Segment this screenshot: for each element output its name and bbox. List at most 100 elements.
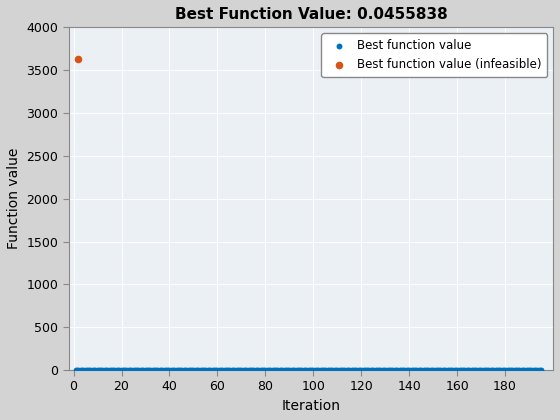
Best function value [251,367,260,373]
Best function value [242,367,251,373]
Best function value [148,367,157,373]
Best function value [203,367,212,373]
Best function value [510,367,519,373]
Best function value [201,367,210,373]
Best function value [256,367,265,373]
Best function value [532,367,541,373]
Best function value [311,367,320,373]
Best function value [184,367,193,373]
Best function value [354,367,363,373]
Best function value [462,367,471,373]
Best function value [398,367,407,373]
Best function value [129,367,138,373]
Best function value [222,367,231,373]
Best function value [409,367,418,373]
Best function value [91,367,100,373]
Best function value [383,367,392,373]
Best function value [273,367,282,373]
Best function value [179,367,188,373]
Best function value (infeasible) [74,56,83,63]
Best function value [134,367,143,373]
Best function value [208,367,217,373]
Best function value [321,367,330,373]
Best function value [295,367,304,373]
Best function value [482,367,491,373]
Best function value [218,367,227,373]
Best function value [431,367,440,373]
Best function value [297,367,306,373]
Best function value [314,367,323,373]
Best function value [139,367,148,373]
Best function value [95,367,104,373]
Best function value [477,367,486,373]
Best function value [136,367,145,373]
Best function value [517,367,526,373]
Best function value [446,367,455,373]
Best function value [156,367,165,373]
Best function value [426,367,435,373]
Best function value [282,367,291,373]
Best function value [182,367,191,373]
Best function value [259,367,268,373]
Best function value [493,367,502,373]
Best function value [374,367,382,373]
Best function value [74,367,83,373]
Best function value [196,367,205,373]
Best function value [419,367,428,373]
Best function value [132,367,141,373]
Best function value [433,367,442,373]
Best function value [76,367,85,373]
Best function value [395,367,404,373]
Best function value [108,367,116,373]
Best function value [347,367,356,373]
Best function value [292,367,301,373]
Best function value [479,367,488,373]
Best function value [151,367,160,373]
Best function value [469,367,478,373]
Best function value [143,367,152,373]
Best function value [371,367,380,373]
Best function value [254,367,263,373]
Best function value [381,367,390,373]
Best function value [216,367,225,373]
Best function value [486,367,495,373]
Best function value [213,367,222,373]
Best function value [265,367,274,373]
Best function value [352,367,361,373]
Best function value [146,367,155,373]
Best function value [244,367,253,373]
Best function value [525,367,534,373]
Best function value [458,367,466,373]
Best function value [529,367,538,373]
Best function value [189,367,198,373]
Best function value [319,367,328,373]
Best function value [110,367,119,373]
Best function value [522,367,531,373]
Best function value [86,367,95,373]
Best function value [287,367,296,373]
Legend: Best function value, Best function value (infeasible): Best function value, Best function value… [321,33,547,77]
Best function value [158,367,167,373]
Best function value [105,367,114,373]
Best function value [429,367,438,373]
Best function value [177,367,186,373]
Best function value [299,367,308,373]
Best function value [362,367,371,373]
Best function value [472,367,481,373]
Best function value [93,367,102,373]
Best function value [385,367,394,373]
Best function value [323,367,332,373]
Best function value [160,367,169,373]
Best function value [455,367,464,373]
Best function value [489,367,498,373]
Best function value [450,367,459,373]
Best function value [122,367,131,373]
Best function value [175,367,184,373]
Best function value [249,367,258,373]
Best function value [290,367,298,373]
Best function value [357,367,366,373]
Best function value [306,367,315,373]
Best function value [515,367,524,373]
Best function value [484,367,493,373]
Best function value [443,367,452,373]
